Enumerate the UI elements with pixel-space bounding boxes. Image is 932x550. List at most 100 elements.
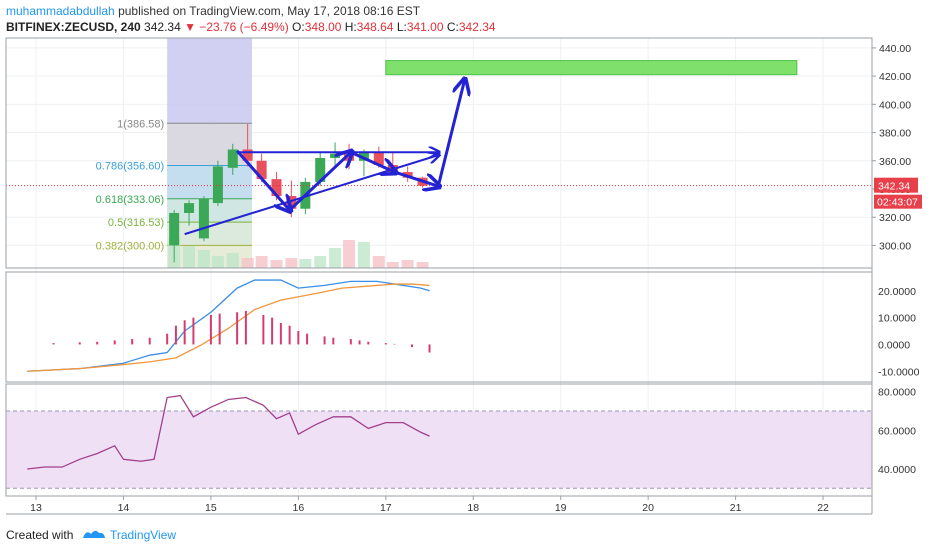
- y-tick-label: 300.00: [879, 240, 911, 252]
- volume-layer: [168, 238, 429, 268]
- candle-body: [184, 203, 195, 213]
- volume-bar: [416, 262, 429, 268]
- macd-tick-label: 0.0000: [878, 339, 910, 351]
- x-tick-label: 19: [555, 502, 567, 514]
- chart-canvas[interactable]: 1(386.58) 0.786(356.60) 0.618(333.06) 0.5(3…: [0, 0, 932, 520]
- pattern-arrow: [350, 150, 395, 172]
- axes-layer: 440.00420.00400.00380.00360.00340.00320.…: [5, 37, 922, 515]
- y-tick-label: 420.00: [879, 71, 911, 83]
- volume-bar: [183, 246, 196, 268]
- volume-bar: [270, 260, 283, 268]
- x-tick-label: 21: [730, 502, 742, 514]
- volume-bar: [372, 256, 385, 268]
- candle-body: [256, 160, 267, 180]
- published-text: published on TradingView.com, May 17, 20…: [114, 4, 421, 18]
- drawings-layer: [184, 60, 798, 236]
- candle-body: [271, 179, 282, 197]
- target-zone: [385, 60, 798, 76]
- candle-body: [330, 153, 341, 158]
- candle-body: [169, 212, 180, 246]
- signal-line: [27, 283, 430, 372]
- open-label: O:: [292, 20, 305, 34]
- fib-level-label: 0.5(316.53): [108, 217, 164, 229]
- y-tick-label: 400.00: [879, 99, 911, 111]
- volume-bar: [197, 250, 210, 268]
- last-price-badge-label: 342.34: [878, 181, 910, 193]
- countdown-badge-label: 02:43:07: [877, 197, 918, 209]
- open-value: 348.00: [304, 20, 342, 34]
- indicator-layer: [6, 279, 872, 489]
- rsi-tick-label: 80.0000: [878, 387, 916, 399]
- y-tick-label: 360.00: [879, 156, 911, 168]
- high-label: H:: [344, 20, 357, 34]
- chart-header: muhammadabdullah published on TradingVie…: [0, 0, 932, 38]
- x-tick-label: 15: [205, 502, 217, 514]
- fib-level-label: 0.382(300.00): [96, 240, 165, 252]
- candle-body: [227, 149, 238, 168]
- close-value: 342.34: [458, 20, 496, 34]
- last-price: 342.34: [144, 20, 181, 34]
- created-with-text: Created with: [6, 528, 74, 542]
- candle-body: [242, 149, 253, 161]
- price-change: ▼ −23.76 (−6.49%): [184, 20, 289, 34]
- symbol-line: BITFINEX:ZECUSD, 240 342.34 ▼ −23.76 (−6…: [6, 20, 496, 34]
- author-link[interactable]: muhammadabdullah: [6, 4, 115, 18]
- volume-bar: [386, 262, 399, 268]
- volume-bar: [299, 259, 312, 268]
- volume-bar: [285, 258, 298, 268]
- footer: Created with TradingView: [0, 520, 932, 550]
- breakout-arrow: [436, 80, 464, 187]
- fib-level-label: 1(386.58): [117, 118, 164, 130]
- tradingview-brand[interactable]: TradingView: [110, 528, 177, 542]
- fib-zone: [167, 165, 253, 199]
- x-tick-label: 14: [118, 502, 130, 514]
- tradingview-logo-icon: [83, 530, 105, 538]
- symbol-label: BITFINEX:ZECUSD, 240: [6, 20, 141, 34]
- macd-tick-label: 20.0000: [878, 286, 916, 298]
- y-tick-label: 440.00: [879, 43, 911, 55]
- fib-zone: [167, 222, 253, 246]
- fib-level-label: 0.786(356.60): [96, 161, 165, 173]
- rsi-tick-label: 40.0000: [878, 464, 916, 476]
- last-price-badge: [874, 177, 918, 193]
- y-tick-label: 380.00: [879, 128, 911, 140]
- low-value: 341.00: [406, 20, 444, 34]
- x-tick-label: 20: [642, 502, 654, 514]
- x-tick-label: 17: [380, 502, 392, 514]
- volume-bar: [226, 253, 239, 268]
- candle-body: [212, 166, 223, 204]
- publish-line: muhammadabdullah published on TradingVie…: [6, 4, 420, 18]
- volume-bar: [343, 240, 356, 268]
- macd-line: [27, 279, 430, 372]
- volume-bar: [314, 256, 327, 268]
- close-label: C:: [446, 20, 459, 34]
- volume-bar: [401, 260, 414, 268]
- x-tick-label: 22: [817, 502, 829, 514]
- rsi-line: [27, 394, 430, 470]
- countdown-badge: [874, 194, 922, 209]
- y-tick-label: 320.00: [879, 212, 911, 224]
- volume-bar: [211, 256, 224, 268]
- volume-bar: [241, 258, 254, 268]
- volume-bar: [255, 256, 268, 268]
- x-tick-label: 13: [30, 502, 42, 514]
- rsi-band: [6, 411, 872, 489]
- x-tick-label: 16: [293, 502, 305, 514]
- pattern-arrow: [394, 170, 439, 186]
- candle-body: [358, 152, 369, 161]
- fib-zone: [167, 198, 253, 223]
- fib-level-label: 0.618(333.06): [96, 194, 165, 206]
- macd-pane-border: [5, 271, 873, 383]
- rsi-tick-label: 60.0000: [878, 425, 916, 437]
- low-label: L:: [396, 20, 407, 34]
- pattern-arrow: [288, 152, 351, 212]
- candle-body: [315, 157, 326, 182]
- x-tick-label: 18: [467, 502, 479, 514]
- volume-bar: [357, 242, 370, 268]
- macd-tick-label: 10.0000: [878, 313, 916, 325]
- high-value: 348.64: [356, 20, 394, 34]
- fib-zone: [167, 123, 253, 166]
- pattern-arrow: [236, 149, 289, 210]
- volume-bar: [329, 248, 342, 268]
- macd-tick-label: -10.0000: [878, 366, 920, 378]
